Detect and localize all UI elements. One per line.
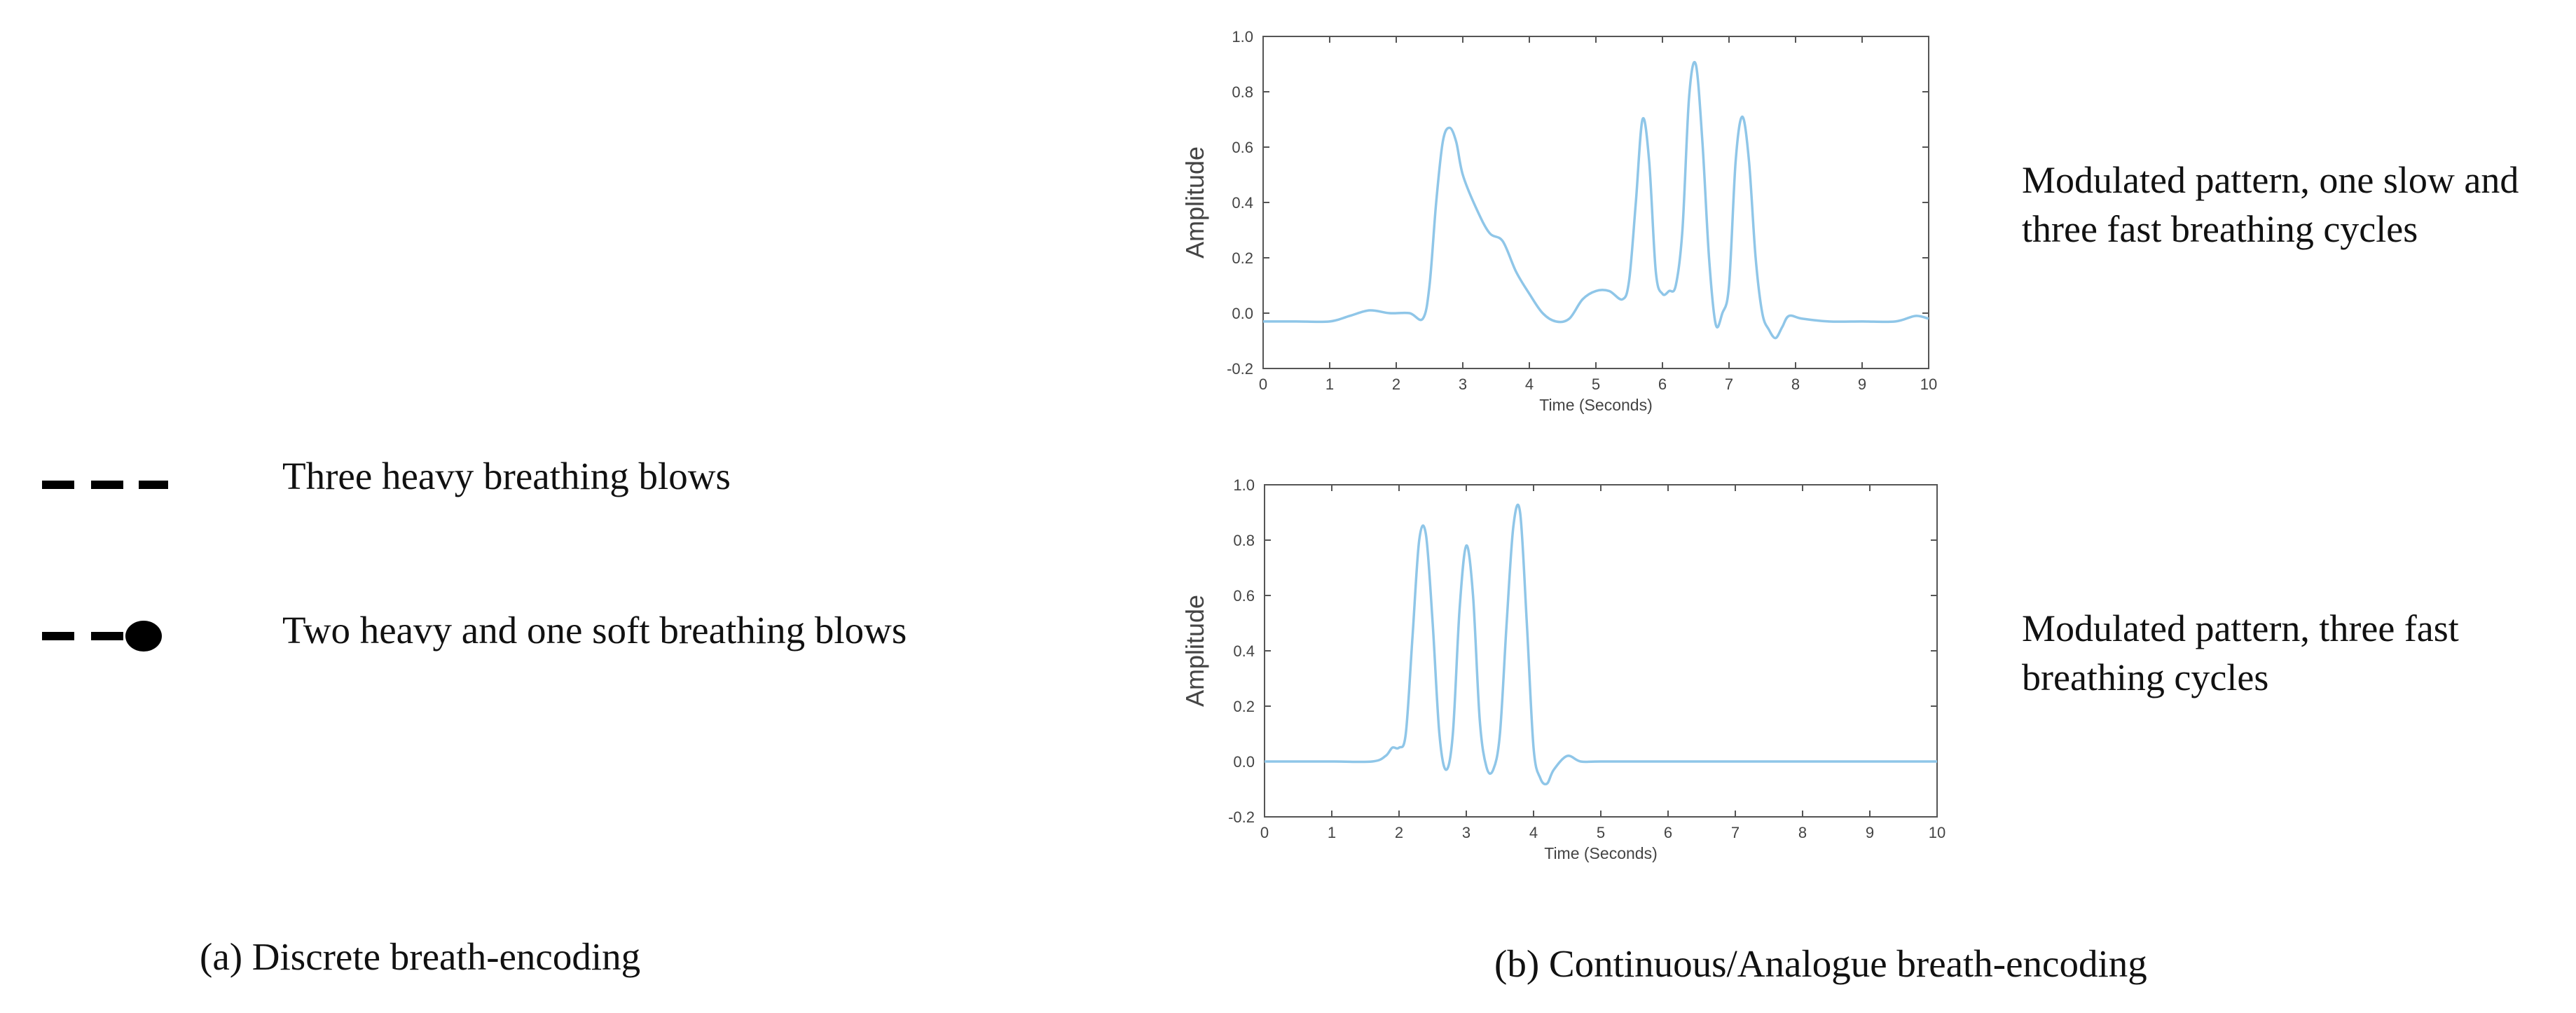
y-tick-label: 0.2 — [1233, 698, 1255, 715]
caption-b: (b) Continuous/Analogue breath-encoding — [1494, 942, 2147, 985]
x-tick-label: 1 — [1328, 824, 1336, 841]
three-heavy-blows-label: Three heavy breathing blows — [282, 455, 731, 497]
y-axis-label: Amplitude — [1180, 146, 1209, 259]
y-axis-label: Amplitude — [1180, 595, 1209, 707]
dash-dash-dash-symbol — [42, 481, 168, 489]
breath-chart-three-fast: 0 1 2 3 4 5 6 7 8 9 10 -0.2 0.0 0.2 0.4 0.6 0.8 1.0 Time (… — [1180, 476, 1945, 862]
amplitude-series-line — [1262, 60, 1929, 340]
y-tick-label: 0.6 — [1232, 139, 1253, 156]
x-tick-label: 10 — [1920, 375, 1937, 393]
plot-frame — [1262, 36, 1929, 369]
x-tick-label: 3 — [1459, 375, 1467, 393]
y-tick-label: 0.0 — [1232, 305, 1253, 322]
x-tick-label: 9 — [1858, 375, 1866, 393]
y-tick-label: 0.4 — [1232, 194, 1253, 212]
y-tick-label: -0.2 — [1228, 808, 1255, 826]
x-axis-label: Time (Seconds) — [1539, 396, 1652, 414]
x-tick-label: 5 — [1597, 824, 1605, 841]
breath-chart-slow-fast: 0 1 2 3 4 5 6 7 8 9 10 -0.2 0.0 0.2 0.4 0.6 0.8 1.0 Time (… — [1180, 28, 1937, 414]
x-tick-label: 9 — [1866, 824, 1874, 841]
x-tick-label: 6 — [1658, 375, 1667, 393]
x-tick-label: 8 — [1791, 375, 1800, 393]
y-tick-label: 0.2 — [1232, 249, 1253, 267]
description-slow-fast: Modulated pattern, one slow and three fa… — [2022, 159, 2519, 250]
x-tick-label: 6 — [1664, 824, 1672, 841]
x-tick-label: 8 — [1798, 824, 1807, 841]
y-tick-label: -0.2 — [1227, 360, 1253, 378]
x-tick-label: 3 — [1462, 824, 1470, 841]
amplitude-series-line — [1264, 503, 1937, 786]
caption-a: (a) Discrete breath-encoding — [200, 935, 641, 978]
y-tick-label: 0.0 — [1233, 753, 1255, 771]
x-tick-label: 0 — [1260, 824, 1269, 841]
y-tick-label: 0.6 — [1233, 587, 1255, 605]
x-tick-label: 7 — [1725, 375, 1733, 393]
plot-frame — [1264, 484, 1938, 818]
x-tick-label: 4 — [1525, 375, 1534, 393]
x-tick-label: 4 — [1529, 824, 1538, 841]
y-tick-label: 0.4 — [1233, 642, 1255, 660]
dash-dash-dot-symbol — [42, 621, 162, 652]
x-tick-label: 5 — [1592, 375, 1600, 393]
x-tick-label: 7 — [1731, 824, 1740, 841]
y-tick-label: 1.0 — [1233, 476, 1255, 494]
y-tick-label: 1.0 — [1232, 28, 1253, 46]
two-heavy-one-soft-label: Two heavy and one soft breathing blows — [282, 609, 907, 652]
x-tick-label: 1 — [1325, 375, 1334, 393]
description-three-fast: Modulated pattern, three fast breathing … — [2022, 607, 2459, 698]
x-tick-label: 2 — [1395, 824, 1403, 841]
x-axis-label: Time (Seconds) — [1544, 844, 1657, 862]
y-tick-label: 0.8 — [1232, 83, 1253, 101]
x-tick-label: 0 — [1259, 375, 1267, 393]
y-tick-label: 0.8 — [1233, 532, 1255, 549]
x-tick-label: 10 — [1929, 824, 1945, 841]
x-tick-label: 2 — [1392, 375, 1400, 393]
